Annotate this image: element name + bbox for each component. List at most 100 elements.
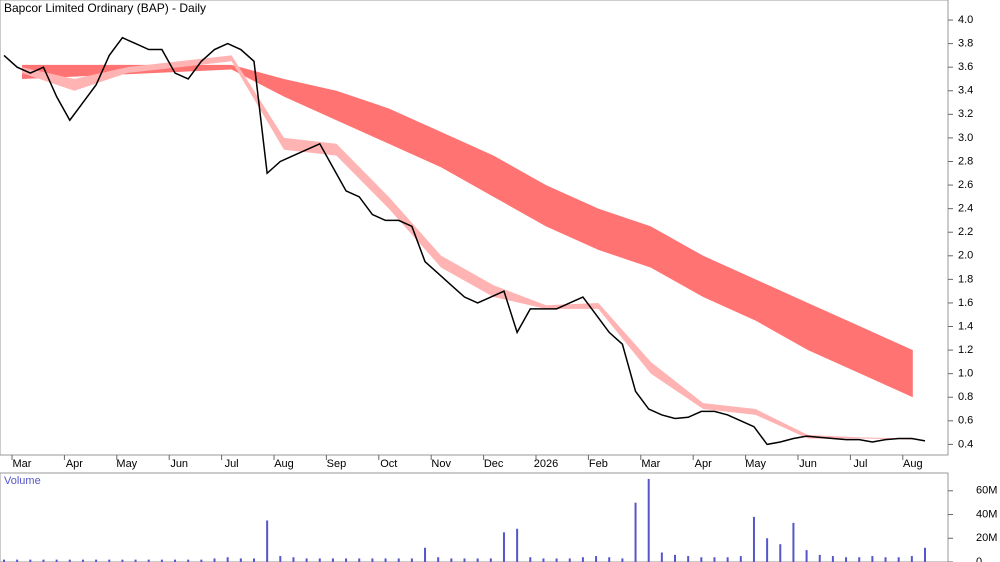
- volume-bar: [68, 559, 71, 562]
- volume-bar: [568, 558, 571, 562]
- volume-bar: [581, 557, 584, 562]
- volume-bar: [437, 557, 440, 562]
- volume-bar: [555, 558, 558, 562]
- volume-bar: [358, 558, 361, 562]
- volume-bar: [134, 559, 137, 562]
- volume-bar: [621, 558, 624, 562]
- volume-bar: [476, 558, 479, 562]
- x-tick-label: Mar: [13, 458, 32, 470]
- volume-bar: [450, 558, 453, 562]
- volume-bar: [726, 557, 729, 562]
- volume-bar: [608, 557, 611, 562]
- volume-bar: [502, 532, 505, 562]
- x-tick-label: Jul: [853, 458, 867, 470]
- volume-bar: [752, 516, 755, 562]
- y-tick-label: 0: [976, 556, 982, 562]
- volume-bar: [279, 556, 282, 562]
- volume-bar: [818, 554, 821, 562]
- volume-bar: [687, 556, 690, 562]
- volume-bar: [700, 557, 703, 562]
- x-tick-label: Apr: [695, 458, 712, 470]
- y-tick-label: 3.4: [958, 85, 973, 97]
- y-tick-label: 0.6: [958, 415, 973, 427]
- x-tick-label: Mar: [641, 458, 660, 470]
- volume-bar: [871, 556, 874, 562]
- volume-bar: [910, 556, 913, 562]
- volume-bar: [766, 538, 769, 562]
- x-tick-label: Aug: [274, 458, 294, 470]
- volume-bar: [845, 557, 848, 562]
- volume-bar: [805, 550, 808, 562]
- volume-bar: [924, 547, 926, 562]
- volume-bar: [95, 559, 98, 562]
- volume-bar: [42, 559, 45, 562]
- volume-bar: [739, 556, 742, 562]
- y-tick-label: 3.8: [958, 38, 973, 50]
- x-tick-label: Aug: [903, 458, 923, 470]
- volume-bar: [3, 559, 5, 562]
- volume-bar: [660, 552, 663, 562]
- y-tick-label: 2.2: [958, 226, 973, 238]
- y-tick-label: 2.6: [958, 179, 973, 191]
- volume-bar: [897, 557, 900, 562]
- y-tick-label: 3.2: [958, 108, 973, 120]
- y-tick-label: 40M: [976, 508, 997, 520]
- y-tick-label: 0.4: [958, 438, 973, 450]
- x-tick-label: Dec: [484, 458, 504, 470]
- volume-bar: [187, 559, 190, 562]
- volume-bar: [647, 478, 650, 562]
- y-tick-label: 1.4: [958, 320, 973, 332]
- volume-bar: [463, 558, 466, 562]
- y-tick-label: 2.8: [958, 155, 973, 167]
- volume-bar: [55, 559, 58, 562]
- x-tick-label: May: [745, 458, 766, 470]
- y-tick-label: 2.4: [958, 203, 973, 215]
- volume-bar: [489, 558, 492, 562]
- volume-bar: [239, 558, 242, 562]
- volume-bar: [634, 502, 637, 562]
- volume-bar: [213, 558, 216, 562]
- y-tick-label: 2.0: [958, 250, 973, 262]
- volume-bar: [713, 557, 716, 562]
- price-panel: [0, 0, 949, 456]
- y-tick-label: 0.8: [958, 391, 973, 403]
- volume-bar: [292, 557, 295, 562]
- x-tick-label: Apr: [66, 458, 83, 470]
- chart-title: Bapcor Limited Ordinary (BAP) - Daily: [4, 1, 206, 15]
- x-tick-label: Jul: [225, 458, 239, 470]
- volume-bar: [792, 522, 795, 562]
- volume-bar: [884, 557, 887, 562]
- volume-bar: [384, 558, 387, 562]
- y-tick-label: 1.2: [958, 344, 973, 356]
- volume-bar: [779, 544, 782, 562]
- volume-bar: [29, 559, 32, 562]
- y-tick-label: 1.6: [958, 297, 973, 309]
- volume-panel: [0, 472, 949, 562]
- volume-bar: [121, 559, 124, 562]
- price-line: [3, 36, 926, 446]
- y-tick-label: 3.6: [958, 61, 973, 73]
- volume-bar: [305, 558, 308, 562]
- volume-bar: [108, 559, 111, 562]
- y-tick-label: 1.8: [958, 273, 973, 285]
- volume-bar: [410, 558, 413, 562]
- volume-bar: [331, 558, 334, 562]
- volume-bar: [674, 554, 677, 562]
- volume-bar: [266, 520, 269, 562]
- volume-bar: [174, 559, 177, 562]
- volume-bar: [529, 557, 532, 562]
- volume-bar: [226, 557, 229, 562]
- volume-bar: [371, 558, 374, 562]
- volume-bar: [397, 558, 400, 562]
- volume-bar: [318, 558, 321, 562]
- x-tick-label: Jun: [170, 458, 188, 470]
- y-tick-label: 4.0: [958, 14, 973, 26]
- x-tick-label: Oct: [380, 458, 397, 470]
- volume-bar: [831, 556, 834, 562]
- volume-bar: [252, 558, 255, 562]
- y-tick-label: 60M: [976, 485, 997, 497]
- volume-bar: [345, 558, 348, 562]
- volume-bar: [424, 547, 427, 562]
- volume-bar: [147, 559, 150, 562]
